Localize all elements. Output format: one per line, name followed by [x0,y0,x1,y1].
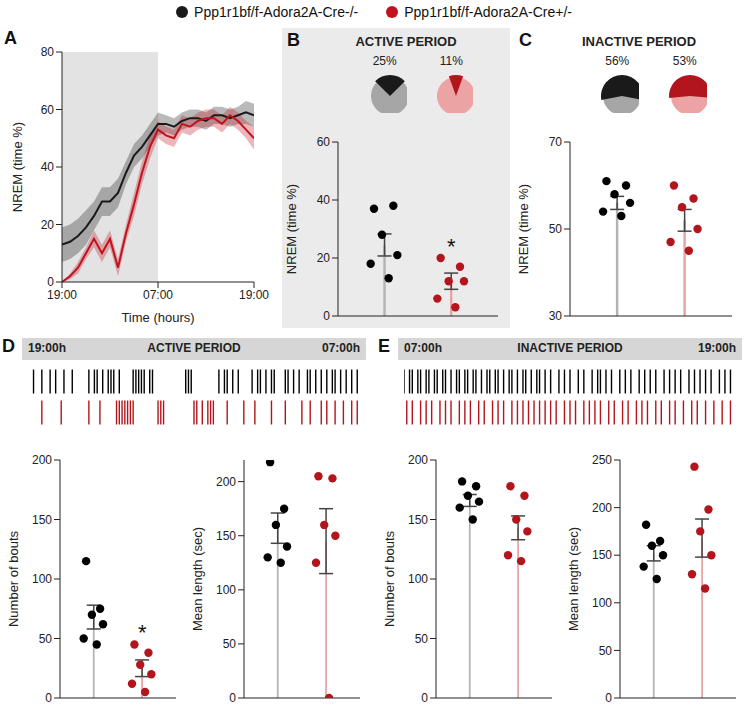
svg-text:NREM (time %): NREM (time %) [516,184,531,274]
html-text:07:00h: 07:00h [322,341,360,355]
svg-text:30: 30 [549,309,563,323]
svg-text:0: 0 [605,691,612,705]
html-text:Ppp1r1bf/f-Adora2A-Cre+/-: Ppp1r1bf/f-Adora2A-Cre+/- [404,4,572,20]
html-text:25%: 25% [372,54,397,68]
svg-text:150: 150 [408,513,428,527]
svg-text:0: 0 [229,691,236,705]
svg-text:70: 70 [549,135,563,149]
svg-text:60: 60 [317,135,331,149]
html-text:19:00h: 19:00h [28,341,66,355]
svg-text:Mean length (sec): Mean length (sec) [566,527,581,631]
svg-text:200: 200 [592,501,612,515]
html-text:11%: 11% [439,54,463,68]
svg-text:Mean length (sec): Mean length (sec) [190,527,205,631]
svg-text:0: 0 [45,691,52,705]
svg-text:Time (hours): Time (hours) [121,310,194,325]
svg-text:100: 100 [592,596,612,610]
svg-text:0: 0 [421,691,428,705]
svg-text:Number of bouts: Number of bouts [382,530,397,627]
html-text:ACTIVE PERIOD: ACTIVE PERIOD [147,341,241,355]
svg-text:100: 100 [32,572,52,586]
html-text:INACTIVE PERIOD: INACTIVE PERIOD [581,34,697,49]
svg-text:200: 200 [408,453,428,467]
svg-text:19:00: 19:00 [239,288,269,302]
html-text:ACTIVE PERIOD: ACTIVE PERIOD [355,34,457,49]
svg-text:100: 100 [216,583,236,597]
svg-text:200: 200 [216,475,236,489]
html-text:Ppp1r1bf/f-Adora2A-Cre-/-: Ppp1r1bf/f-Adora2A-Cre-/- [194,4,359,20]
svg-text:250: 250 [592,453,612,467]
svg-text:150: 150 [32,513,52,527]
html-text:INACTIVE PERIOD: INACTIVE PERIOD [517,341,623,355]
svg-text:50: 50 [223,637,237,651]
svg-text:20: 20 [41,218,55,232]
svg-text:50: 50 [599,644,613,658]
html-text:53%: 53% [672,54,697,68]
html-text:A: A [4,28,17,48]
svg-text:150: 150 [216,529,236,543]
svg-text:100: 100 [408,572,428,586]
svg-text:Number of bouts: Number of bouts [6,530,21,627]
svg-text:NREM (time %): NREM (time %) [10,122,25,212]
svg-text:NREM (time %): NREM (time %) [284,184,299,274]
svg-text:40: 40 [41,160,55,174]
svg-text:0: 0 [323,309,330,323]
svg-text:50: 50 [39,632,53,646]
svg-text:60: 60 [41,103,55,117]
svg-text:20: 20 [317,251,331,265]
html-text:B: B [287,30,300,50]
svg-text:200: 200 [32,453,52,467]
svg-text:40: 40 [317,193,331,207]
html-text:19:00h: 19:00h [698,341,736,355]
svg-text:0: 0 [47,275,54,289]
svg-text:50: 50 [549,222,563,236]
svg-text:150: 150 [592,548,612,562]
svg-text:*: * [138,620,147,645]
svg-text:*: * [447,234,456,259]
html-text:D: D [2,336,15,356]
svg-text:19:00: 19:00 [47,288,77,302]
html-text:C: C [519,30,532,50]
svg-text:07:00: 07:00 [143,288,173,302]
html-text:E: E [378,336,390,356]
svg-text:80: 80 [41,45,55,59]
html-text:56%: 56% [605,54,630,68]
html-text:07:00h: 07:00h [404,341,442,355]
svg-text:50: 50 [415,632,429,646]
